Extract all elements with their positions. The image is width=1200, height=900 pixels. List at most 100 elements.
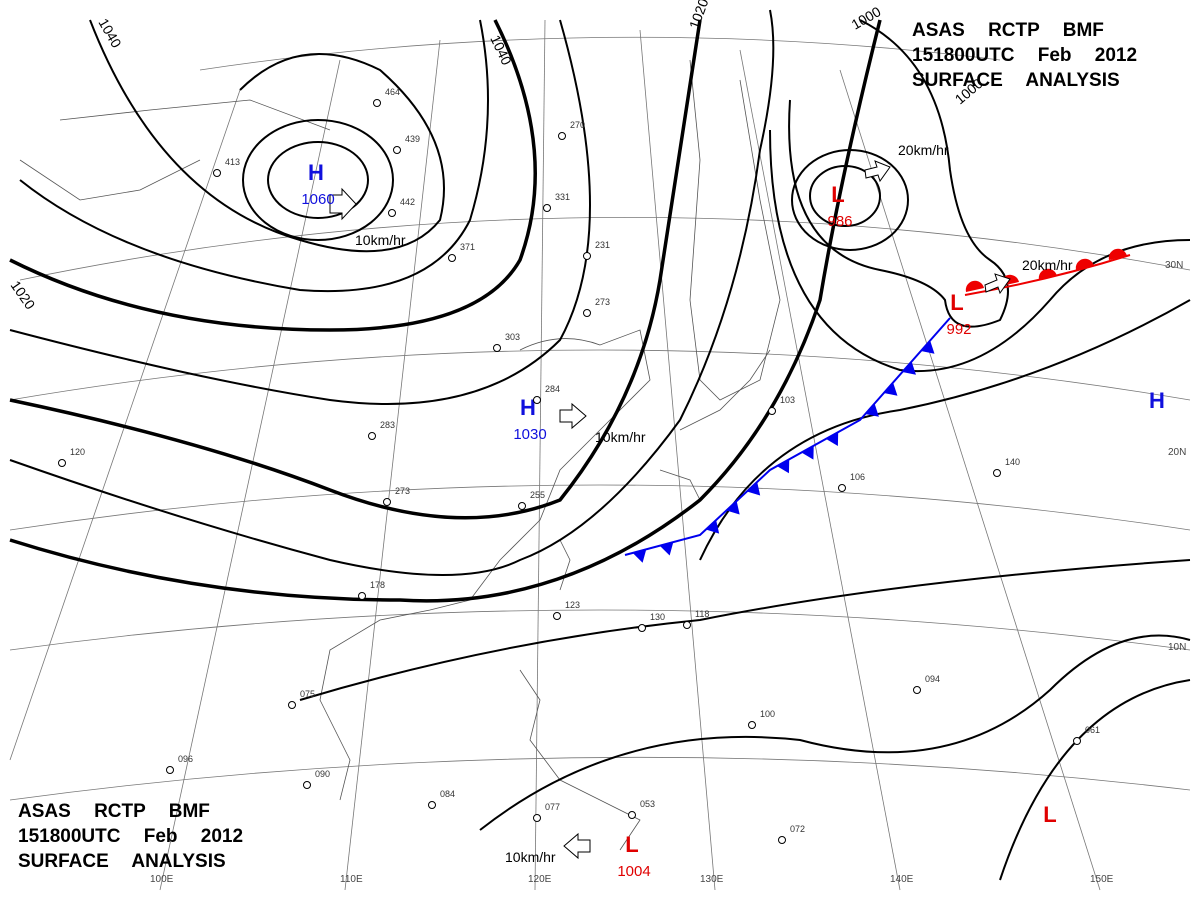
station-marker	[388, 209, 396, 217]
longitude-label: 120E	[528, 874, 552, 885]
station-pressure: 255	[530, 490, 545, 500]
longitude-label: 150E	[1090, 874, 1114, 885]
station-pressure: 331	[555, 192, 570, 202]
footer-line: 151800UTC Feb 2012	[18, 826, 243, 847]
motion-label: 10km/hr	[505, 849, 556, 865]
station-pressure: 118	[695, 609, 709, 619]
station-marker	[493, 344, 501, 352]
parallel	[19, 217, 1191, 281]
longitude-label: 100E	[150, 874, 174, 885]
station-marker	[1073, 737, 1081, 745]
center-pressure: 986	[827, 213, 852, 230]
isobar	[267, 141, 369, 219]
station-marker	[543, 204, 551, 212]
station-marker	[778, 836, 786, 844]
cold-front-triangle	[776, 459, 790, 474]
latitude-label: 10N	[1168, 642, 1186, 653]
warm-front-semicircle	[1075, 258, 1094, 270]
station-pressure: 464	[385, 87, 400, 97]
coast	[319, 329, 651, 801]
station-pressure: 123	[565, 600, 580, 610]
arrow	[563, 832, 591, 860]
cold-front-triangle	[920, 340, 935, 354]
station-marker	[303, 781, 311, 789]
station-marker	[838, 484, 846, 492]
isobar	[809, 165, 881, 227]
station-marker	[533, 814, 541, 822]
center-symbol: H	[1149, 388, 1165, 413]
cold-front-triangle	[659, 542, 674, 556]
cold-front-triangle	[726, 500, 740, 515]
center-symbol: L	[625, 832, 638, 857]
station-pressure: 439	[405, 134, 420, 144]
station-marker	[358, 592, 366, 600]
station-marker	[553, 612, 561, 620]
arrow	[559, 402, 587, 430]
station-marker	[628, 811, 636, 819]
station-pressure: 283	[380, 420, 395, 430]
station-marker	[393, 146, 401, 154]
center-symbol: H	[308, 160, 324, 185]
fronts	[624, 248, 1131, 563]
center-pressure: 1004	[617, 863, 650, 880]
meridian	[739, 49, 901, 891]
center-pressure: 1060	[301, 191, 334, 208]
station-marker	[533, 396, 541, 404]
station-pressure: 270	[570, 120, 585, 130]
coast	[659, 349, 771, 501]
station-pressure: 096	[178, 754, 193, 764]
station-pressure: 100	[760, 709, 775, 719]
longitude-label: 110E	[340, 874, 363, 885]
isobar	[19, 19, 489, 293]
arrow	[984, 273, 1011, 295]
footer-line: ASAS RCTP BMF	[18, 801, 210, 822]
warm-front-semicircle	[965, 280, 984, 292]
station-pressure: 090	[315, 769, 330, 779]
center-symbol: L	[950, 290, 963, 315]
station-marker	[638, 624, 646, 632]
station-pressure: 273	[395, 486, 410, 496]
station-pressure: 094	[925, 674, 940, 684]
cold-front-triangle	[902, 361, 916, 375]
isobar	[791, 149, 909, 251]
isobar	[788, 19, 1009, 328]
station-marker	[368, 432, 376, 440]
motion-label: 10km/hr	[595, 429, 646, 445]
station-pressure: 077	[545, 802, 560, 812]
parallel	[9, 609, 1191, 651]
station-marker	[213, 169, 221, 177]
station-marker	[748, 721, 756, 729]
station-pressure: 371	[460, 242, 475, 252]
isobar	[9, 19, 702, 520]
station-pressure: 231	[595, 240, 610, 250]
station-pressure: 284	[545, 384, 560, 394]
cold-front-triangle	[632, 549, 647, 563]
isobar	[769, 129, 1191, 373]
center-symbol: L	[1043, 802, 1056, 827]
coastlines	[19, 59, 781, 851]
station-marker	[913, 686, 921, 694]
header-line: ASAS RCTP BMF	[912, 20, 1104, 41]
cold-front-triangle	[801, 445, 814, 460]
motion-label: 20km/hr	[1022, 257, 1073, 273]
isobar	[9, 19, 882, 603]
cold-front-triangle	[746, 481, 761, 496]
cold-front-triangle	[705, 520, 720, 534]
meridian	[839, 69, 1101, 891]
station-marker	[383, 498, 391, 506]
station-pressure: 413	[225, 157, 240, 167]
center-pressure: 992	[946, 321, 971, 338]
center-symbol: L	[831, 182, 844, 207]
longitude-label: 130E	[700, 874, 724, 885]
header-line: 151800UTC Feb 2012	[912, 45, 1137, 66]
isobar	[479, 634, 1191, 831]
station-pressure: 072	[790, 824, 805, 834]
station-pressure: 442	[400, 197, 415, 207]
latitude-label: 30N	[1165, 260, 1183, 271]
warm-front-semicircle	[1038, 268, 1057, 280]
station-pressure: 061	[1085, 725, 1100, 735]
latitude-label: 20N	[1168, 447, 1186, 458]
parallel	[9, 349, 1191, 401]
labels: ASAS RCTP BMF 151800UTC Feb 2012 SURFACE A…	[8, 0, 1187, 885]
station-pressure: 303	[505, 332, 520, 342]
